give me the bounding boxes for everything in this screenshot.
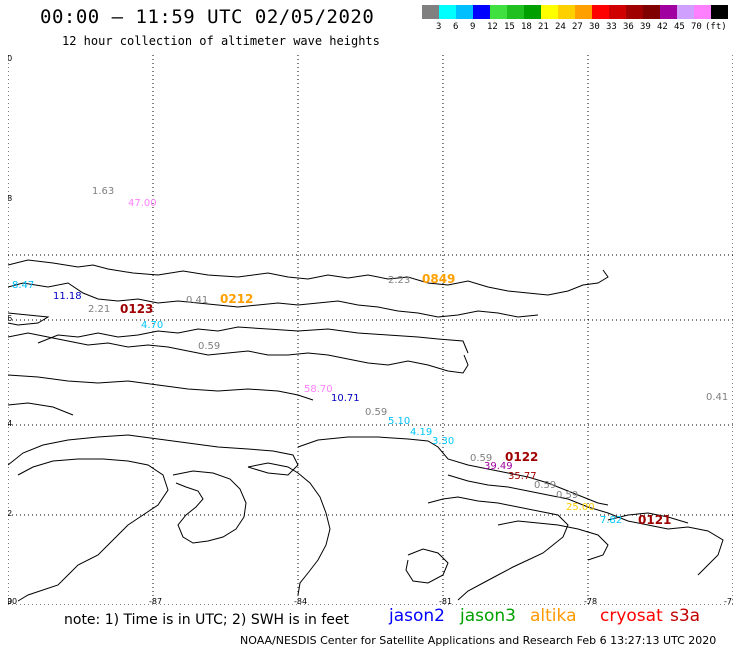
graticule — [8, 55, 733, 605]
wave-height-label: 10.71 — [331, 393, 360, 404]
color-scale-label: 21 — [538, 22, 549, 32]
color-swatch — [694, 5, 711, 19]
wave-height-label: 0.41 — [706, 392, 728, 403]
color-swatch — [473, 5, 490, 19]
color-swatch — [507, 5, 524, 19]
color-swatch — [609, 5, 626, 19]
color-scale-label: 12 — [487, 22, 498, 32]
wave-height-label: 4.19 — [410, 427, 432, 438]
color-swatch — [677, 5, 694, 19]
latitude-label: 72 — [8, 509, 12, 518]
color-scale-label: 24 — [555, 22, 566, 32]
color-scale-label: 36 — [623, 22, 634, 32]
observation-labels: 1.63 47.00 8.47 11.18 2.21 0123 4.70 0.41 0212 2.… — [12, 186, 728, 527]
latitude-label: 70 — [8, 597, 12, 605]
wave-height-label: 0122 — [505, 450, 538, 464]
color-scale-label: 6 — [453, 22, 459, 32]
satellite-name: jason3 — [460, 606, 516, 626]
wave-height-label: 0.59 — [556, 490, 578, 501]
wave-height-label: 0.59 — [365, 407, 387, 418]
color-scale-label: 45 — [674, 22, 685, 32]
wave-height-label: 0.41 — [186, 295, 208, 306]
color-swatch — [575, 5, 592, 19]
satellite-name: altika — [530, 606, 577, 626]
latitude-label: 74 — [8, 419, 12, 428]
color-scale-label: 42 — [657, 22, 668, 32]
graticule-labels: 80 78 76 74 72 70-90 -87 -84 -81 -78 -75 — [8, 55, 733, 605]
wave-height-map: 1.63 47.00 8.47 11.18 2.21 0123 4.70 0.41 0212 2.… — [8, 55, 733, 605]
color-swatch — [643, 5, 660, 19]
color-swatch — [660, 5, 677, 19]
wave-height-label: 0.59 — [470, 453, 492, 464]
wave-height-label: 1.63 — [92, 186, 114, 197]
color-scale-label: 70 — [691, 22, 702, 32]
longitude-label: -84 — [294, 597, 307, 605]
longitude-label: -87 — [149, 597, 162, 605]
wave-height-label: 4.70 — [141, 320, 163, 331]
color-scale-label: 9 — [470, 22, 476, 32]
wave-height-label: 47.00 — [128, 198, 157, 209]
wave-height-label: 58.70 — [304, 384, 333, 395]
color-scale-label: 33 — [606, 22, 617, 32]
satellite-name: s3a — [670, 606, 701, 626]
color-scale-label: 30 — [589, 22, 600, 32]
chart-subtitle: 12 hour collection of altimeter wave hei… — [62, 34, 380, 48]
color-swatch — [490, 5, 507, 19]
color-scale-label: 39 — [640, 22, 651, 32]
color-swatch — [558, 5, 575, 19]
wave-height-label: 2.23 — [388, 275, 410, 286]
wave-height-label: 0121 — [638, 513, 671, 527]
chart-title: 00:00 – 11:59 UTC 02/05/2020 — [40, 6, 375, 28]
color-swatch — [439, 5, 456, 19]
latitude-label: 80 — [8, 55, 12, 63]
wave-height-label: 0212 — [220, 292, 253, 306]
wave-height-label: 0.59 — [534, 480, 556, 491]
longitude-label: -90 — [8, 597, 17, 605]
color-scale-label: 27 — [572, 22, 583, 32]
satellite-name: cryosat — [600, 606, 663, 626]
color-swatch — [626, 5, 643, 19]
wave-height-label: 7.82 — [600, 515, 622, 526]
wave-height-label: 39.49 — [484, 461, 513, 472]
wave-height-label: 2.21 — [88, 304, 110, 315]
footnote: note: 1) Time is in UTC; 2) SWH is in fe… — [64, 612, 350, 628]
wave-height-label: 5.10 — [388, 416, 410, 427]
coastlines — [8, 259, 724, 602]
wave-height-label: 3.30 — [432, 436, 454, 447]
color-swatch — [456, 5, 473, 19]
color-swatch — [541, 5, 558, 19]
color-scale-label: 3 — [436, 22, 442, 32]
color-scale-bar — [422, 5, 728, 19]
wave-height-label: 0.59 — [198, 341, 220, 352]
color-scale-label: (ft) — [705, 22, 727, 32]
wave-height-label: 11.18 — [53, 291, 82, 302]
longitude-label: -78 — [584, 597, 597, 605]
credit-line: NOAA/NESDIS Center for Satellite Applica… — [240, 634, 717, 647]
wave-height-label: 0849 — [422, 272, 455, 286]
color-swatch — [524, 5, 541, 19]
wave-height-label: 8.47 — [12, 280, 34, 291]
wave-height-label: 35.77 — [508, 471, 537, 482]
wave-height-label: 0123 — [120, 302, 153, 316]
satellite-name: jason2 — [389, 606, 445, 626]
wave-height-label: 25.00 — [566, 502, 595, 513]
latitude-label: 78 — [8, 194, 12, 203]
color-scale-label: 18 — [521, 22, 532, 32]
color-scale-label: 15 — [504, 22, 515, 32]
color-swatch — [711, 5, 728, 19]
color-swatch — [592, 5, 609, 19]
longitude-label: -81 — [439, 597, 452, 605]
color-swatch — [422, 5, 439, 19]
longitude-label: -75 — [724, 597, 733, 605]
latitude-label: 76 — [8, 314, 12, 323]
